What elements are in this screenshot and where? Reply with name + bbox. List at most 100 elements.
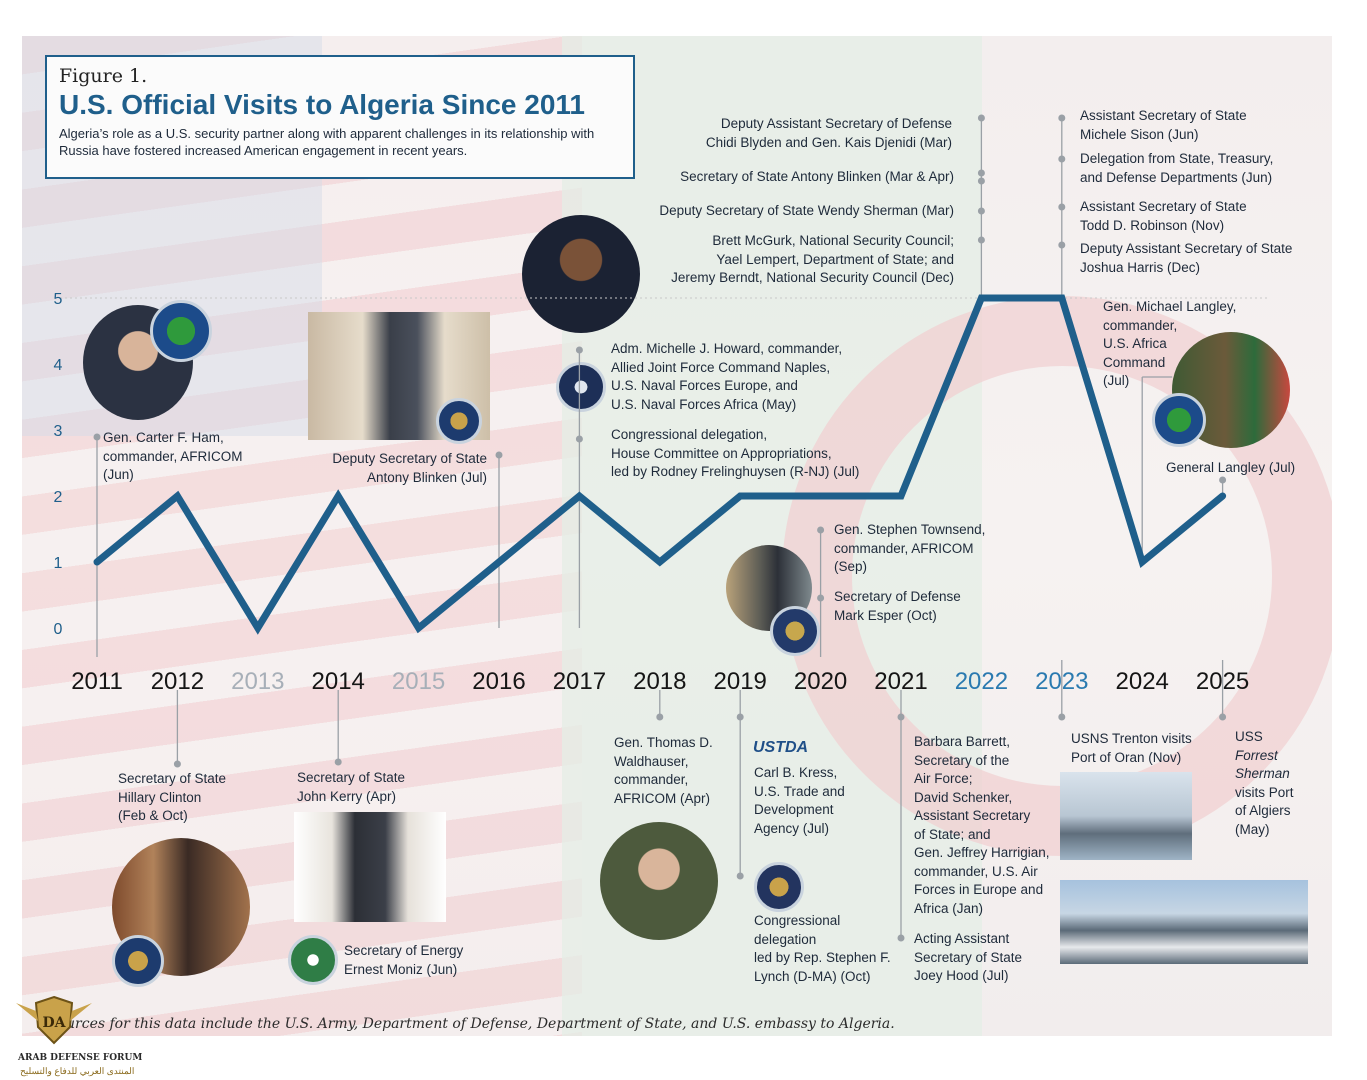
annotation-line: Gen. Jeffrey Harrigian, — [914, 845, 1050, 860]
annotation-line: Deputy Assistant Secretary of State — [1080, 241, 1293, 256]
annotation-line: Barbara Barrett, — [914, 734, 1011, 749]
x-tick-label-2012: 2012 — [151, 668, 204, 695]
leader-dot — [897, 934, 905, 942]
x-tick-label-2023: 2023 — [1035, 668, 1088, 695]
portrait-waldhauser-photo — [600, 822, 718, 940]
uss-forrest-sherman-photo — [1060, 880, 1308, 964]
data-point-2019 — [739, 495, 741, 497]
forum-arabic-name: المنتدى العربي للدفاع والتسليح — [20, 1066, 135, 1076]
annotation-2017-5: Adm. Michelle J. Howard, commander, Allie… — [611, 340, 842, 414]
annotation-line: Todd D. Robinson (Nov) — [1080, 217, 1225, 233]
y-tick-label: 2 — [54, 489, 63, 506]
annotation-line: led by Rodney Frelinghuysen (R-NJ) (Jul) — [611, 464, 860, 479]
annotation-line: and Defense Departments (Jun) — [1080, 169, 1273, 185]
annotation-line: Chidi Blyden and Gen. Kais Djenidi (Mar) — [705, 134, 952, 150]
annotation-line: Forces in Europe and — [914, 882, 1044, 897]
leader-dot — [736, 713, 744, 721]
annotation-line: Sherman — [1235, 766, 1290, 781]
annotation-2025-24: General Langley (Jul) — [1166, 459, 1295, 478]
state-dept-seal-icon — [436, 398, 482, 444]
annotation-line: U.S. Africa — [1103, 336, 1167, 351]
x-tick-label-2014: 2014 — [312, 668, 365, 695]
annotation-line: Secretary of Energy — [344, 943, 464, 958]
data-point-2024 — [1141, 561, 1143, 563]
annotation-line: Mark Esper (Oct) — [834, 607, 937, 623]
annotation-line: Secretary of State — [297, 770, 406, 785]
data-point-2021 — [900, 495, 902, 497]
data-point-2011 — [96, 561, 98, 563]
leader-dot — [1058, 241, 1066, 249]
annotation-line: Secretary of State — [914, 949, 1023, 965]
forum-logo-icon: DA — [16, 995, 92, 1045]
annotation-2019-8: Carl B. Kress, U.S. Trade and Development A… — [754, 764, 845, 838]
leader-dot — [977, 114, 985, 122]
annotation-2023-19: Delegation from State, Treasury, and Defe… — [1080, 150, 1273, 187]
annotation-line: Command — [1103, 354, 1166, 370]
annotation-2017-6: Congressional delegation, House Committee… — [611, 426, 859, 482]
leader-dot — [897, 713, 905, 721]
annotation-line: House Committee on Appropriations, — [611, 445, 832, 461]
annotation-line: Congressional — [754, 913, 841, 928]
annotation-line: visits Port — [1235, 784, 1294, 800]
leader-dot — [817, 526, 825, 534]
annotation-2022-16: Deputy Secretary of State Wendy Sherman … — [659, 202, 954, 221]
annotation-line: commander, AFRICOM — [103, 448, 243, 464]
leader-dot — [575, 346, 583, 354]
leader-dot — [1058, 713, 1066, 721]
data-point-2022 — [980, 297, 982, 299]
annotation-line: (Jul) — [1103, 373, 1130, 388]
annotation-line: Joey Hood (Jul) — [914, 968, 1009, 983]
annotation-line: Deputy Secretary of State Wendy Sherman … — [659, 203, 954, 218]
annotation-line: commander, — [614, 772, 689, 787]
x-tick-label-2013: 2013 — [231, 668, 284, 695]
leader-dot — [977, 236, 985, 244]
data-point-2020 — [820, 495, 822, 497]
annotation-line: Gen. Carter F. Ham, — [103, 430, 224, 445]
annotation-line: General Langley (Jul) — [1166, 460, 1296, 475]
annotation-line: (Jun) — [103, 467, 134, 482]
annotation-line: Michele Sison (Jun) — [1080, 126, 1199, 142]
annotation-line: Hillary Clinton — [118, 789, 202, 805]
annotation-line: Waldhauser, — [614, 753, 689, 769]
energy-dept-seal-icon — [288, 935, 338, 985]
data-point-2013 — [257, 627, 259, 629]
x-tick-label-2024: 2024 — [1116, 668, 1169, 695]
annotation-line: Adm. Michelle J. Howard, commander, — [611, 341, 843, 356]
title-box: Figure 1. U.S. Official Visits to Algeri… — [45, 55, 635, 179]
annotation-line: Gen. Stephen Townsend, — [834, 522, 986, 537]
annotation-2021-13: Acting Assistant Secretary of State Joey H… — [914, 930, 1022, 986]
annotation-line: delegation — [754, 931, 817, 947]
annotation-line: commander, U.S. Air — [914, 863, 1038, 879]
annotation-line: Port of Oran (Nov) — [1071, 749, 1182, 765]
leader-dot — [1219, 713, 1227, 721]
leader-dot — [1219, 476, 1227, 484]
annotation-line: USNS Trenton visits — [1071, 731, 1192, 746]
x-tick-label-2011: 2011 — [71, 668, 123, 695]
annotation-line: AFRICOM (Apr) — [614, 790, 710, 806]
annotation-line: U.S. Naval Forces Europe, and — [611, 378, 798, 393]
ustda-logo: USTDA — [753, 739, 809, 756]
annotation-line: commander, — [1103, 317, 1178, 333]
leader-dot — [93, 433, 101, 441]
leader-dot — [1058, 114, 1066, 122]
annotation-line: Deputy Assistant Secretary of Defense — [720, 116, 952, 131]
annotation-2019-9: Congressional delegation led by Rep. Steph… — [754, 912, 891, 986]
annotation-line: Gen. Michael Langley, — [1103, 299, 1237, 314]
annotation-line: Allied Joint Force Command Naples, — [611, 359, 831, 375]
data-point-2015 — [418, 627, 420, 629]
x-tick-label-2021: 2021 — [874, 668, 927, 695]
annotation-line: Joshua Harris (Dec) — [1080, 259, 1201, 275]
annotation-line: U.S. Trade and — [754, 783, 845, 799]
africom-seal-icon-2 — [1152, 393, 1206, 447]
y-tick-label: 5 — [54, 291, 63, 308]
data-point-2017 — [578, 495, 580, 497]
data-point-2025 — [1222, 495, 1224, 497]
annotation-line: Congressional delegation, — [611, 427, 768, 442]
x-tick-label-2016: 2016 — [472, 668, 525, 695]
annotation-line: Assistant Secretary of State — [1080, 108, 1247, 123]
annotation-line: Jeremy Berndt, National Security Council… — [671, 270, 954, 285]
annotation-line: Acting Assistant — [914, 931, 1010, 946]
y-tick-label: 0 — [54, 621, 63, 638]
y-tick-label: 3 — [54, 423, 63, 440]
